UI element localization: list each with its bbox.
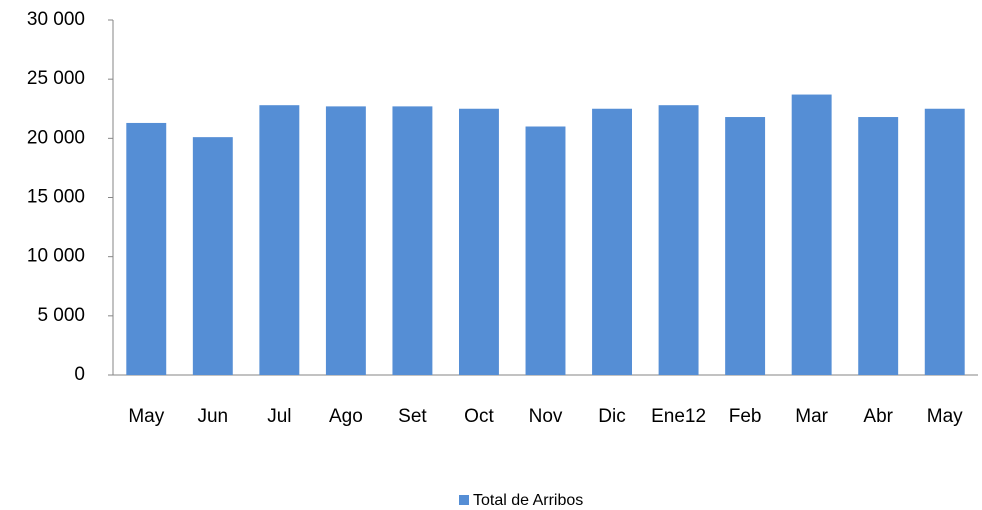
- legend-swatch: [459, 495, 469, 505]
- bar: [924, 108, 965, 375]
- x-tick-label: Abr: [863, 406, 893, 427]
- x-tick-label: Nov: [529, 406, 563, 427]
- bar: [858, 117, 899, 376]
- bar: [325, 106, 366, 375]
- y-tick-label: 25 000: [27, 68, 85, 89]
- x-tick-label: Oct: [464, 406, 494, 427]
- x-tick-label: Feb: [729, 406, 762, 427]
- y-tick-label: 30 000: [27, 9, 85, 30]
- legend-label: Total de Arribos: [473, 492, 583, 509]
- bar: [126, 122, 167, 375]
- x-tick-label: Dic: [598, 406, 625, 427]
- x-tick-label: Jun: [197, 406, 228, 427]
- x-tick-label: Jul: [267, 406, 291, 427]
- bar: [658, 105, 699, 375]
- y-tick-label: 10 000: [27, 246, 85, 267]
- x-tick-label: Mar: [795, 406, 828, 427]
- bar: [192, 137, 233, 375]
- bar: [525, 126, 566, 375]
- y-tick-label: 15 000: [27, 187, 85, 208]
- bar: [259, 105, 300, 375]
- x-tick-label: May: [128, 406, 164, 427]
- y-tick-label: 20 000: [27, 127, 85, 148]
- y-tick-label: 0: [74, 364, 85, 385]
- x-tick-label: May: [927, 406, 963, 427]
- bar: [791, 94, 832, 376]
- bar: [725, 117, 766, 376]
- bar: [392, 106, 433, 375]
- bar: [459, 108, 499, 375]
- bar: [592, 108, 632, 375]
- x-tick-label: Set: [398, 406, 427, 427]
- x-tick-label: Ene12: [651, 406, 706, 427]
- x-tick-label: Ago: [329, 406, 363, 427]
- y-tick-label: 5 000: [37, 305, 85, 326]
